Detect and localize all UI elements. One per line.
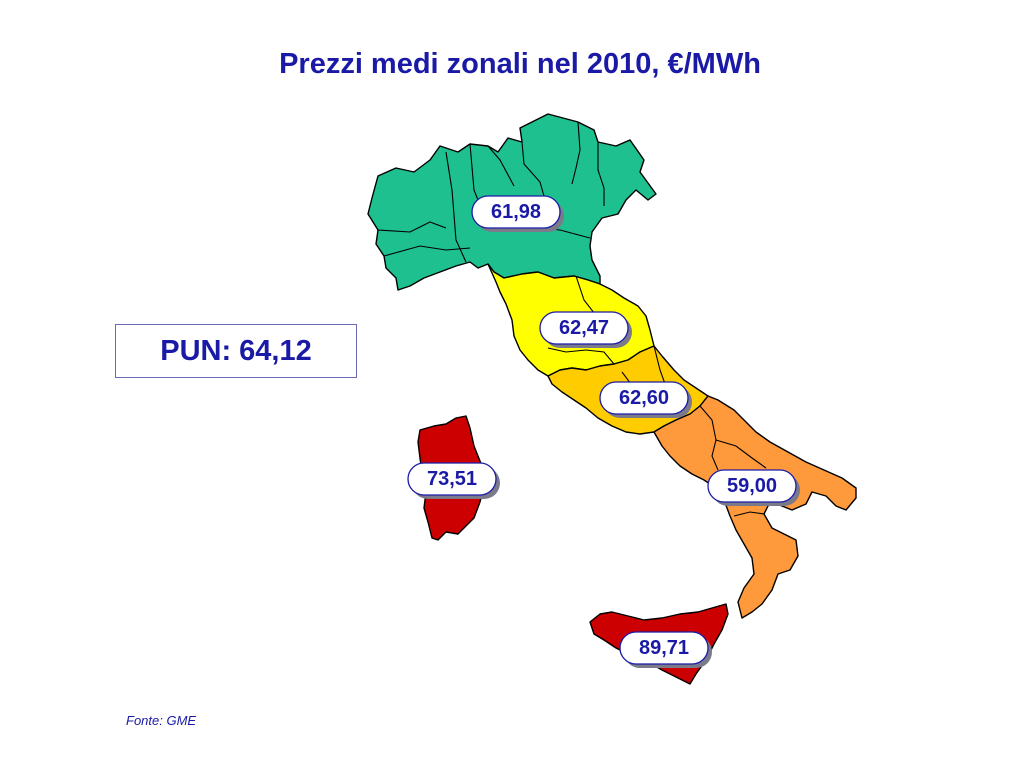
pun-label: PUN: 64,12 <box>160 334 312 367</box>
zone-sud[interactable] <box>653 395 857 619</box>
price-label-sud: 59,00 <box>727 475 777 497</box>
price-bubble-sardegna: 73,51 <box>407 462 500 499</box>
price-label-sardegna: 73,51 <box>427 468 477 490</box>
pun-box: PUN: 64,12 <box>115 324 357 378</box>
price-bubble-nord: 61,98 <box>471 195 564 232</box>
price-bubble-sicilia: 89,71 <box>619 631 712 668</box>
source-note: Fonte: GME <box>126 713 197 728</box>
price-bubble-sud: 59,00 <box>707 469 800 506</box>
page-title: Prezzi medi zonali nel 2010, €/MWh <box>279 48 761 80</box>
price-bubble-centro-nord: 62,47 <box>539 311 632 348</box>
price-label-centro-nord: 62,47 <box>559 317 609 339</box>
price-label-sicilia: 89,71 <box>639 637 689 659</box>
price-bubble-centro-sud: 62,60 <box>599 381 692 418</box>
price-label-centro-sud: 62,60 <box>619 387 669 409</box>
price-label-nord: 61,98 <box>491 201 541 223</box>
